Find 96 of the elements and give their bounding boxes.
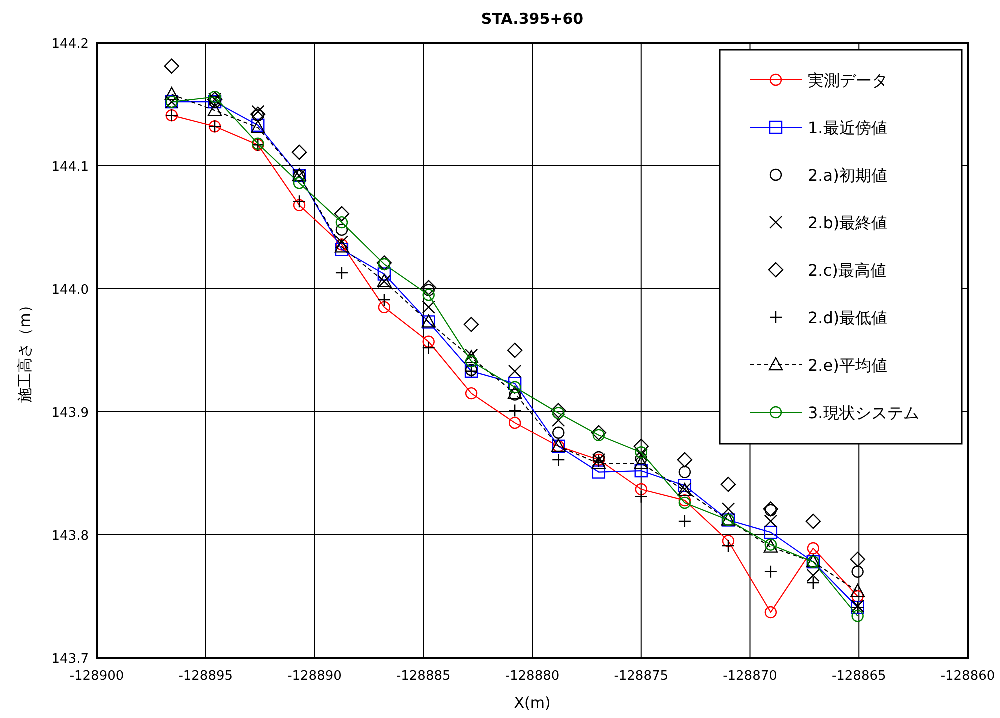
point xyxy=(422,300,436,314)
legend-label: 2.e)平均値 xyxy=(808,356,888,375)
point xyxy=(293,199,306,212)
point xyxy=(378,293,392,307)
point xyxy=(208,103,222,116)
point xyxy=(336,224,348,236)
point xyxy=(850,584,865,598)
point xyxy=(635,452,648,465)
point xyxy=(421,280,436,296)
point xyxy=(764,606,778,619)
point xyxy=(378,301,391,314)
x-tick-label: -128890 xyxy=(288,669,342,684)
point xyxy=(720,476,736,492)
x-tick-label: -128870 xyxy=(723,669,778,684)
x-tick-label: -128880 xyxy=(505,669,560,684)
point xyxy=(634,456,648,470)
point xyxy=(764,526,778,540)
point xyxy=(508,388,522,401)
point xyxy=(292,195,306,208)
point xyxy=(335,236,349,249)
point xyxy=(806,514,821,530)
legend-label: 実測データ xyxy=(808,71,888,90)
point xyxy=(252,105,265,118)
point xyxy=(722,539,736,553)
y-tick-label: 144.1 xyxy=(52,160,89,175)
point xyxy=(336,216,348,229)
x-tick-label: -128865 xyxy=(832,669,886,684)
point xyxy=(678,494,692,507)
legend-label: 2.a)初期値 xyxy=(808,166,888,185)
point xyxy=(508,416,522,430)
point xyxy=(678,466,692,478)
point xyxy=(592,429,606,442)
point xyxy=(852,590,864,603)
point xyxy=(592,451,606,464)
point xyxy=(292,144,308,160)
point xyxy=(764,514,778,528)
point xyxy=(552,453,566,467)
y-axis-title: 施工高さ（m） xyxy=(16,298,34,403)
point xyxy=(164,87,180,100)
x-tick-label: -128860 xyxy=(940,669,996,684)
point xyxy=(722,502,736,516)
x-tick-label: -128895 xyxy=(178,669,234,684)
x-tick-label: -128875 xyxy=(614,669,669,684)
point xyxy=(635,483,648,496)
point xyxy=(634,448,648,462)
point xyxy=(552,414,566,428)
point xyxy=(334,206,350,222)
x-axis-title: X(m) xyxy=(514,694,551,712)
legend-label: 2.d)最低値 xyxy=(808,308,888,328)
point xyxy=(552,426,565,440)
chart-title: STA.395+60 xyxy=(481,10,584,28)
x-tick-label: -128885 xyxy=(396,669,451,684)
point xyxy=(508,364,522,378)
point xyxy=(465,387,478,400)
point xyxy=(635,446,648,459)
point xyxy=(591,425,607,441)
y-tick-label: 143.9 xyxy=(52,406,89,421)
point xyxy=(678,496,692,510)
point xyxy=(678,514,692,528)
point xyxy=(764,565,778,578)
point xyxy=(508,386,522,400)
point xyxy=(293,177,306,190)
point xyxy=(508,377,522,390)
point xyxy=(592,466,606,479)
point xyxy=(850,552,866,568)
point xyxy=(335,266,349,280)
point xyxy=(807,542,820,555)
point xyxy=(722,535,735,548)
legend-label: 2.b)最終値 xyxy=(808,214,888,232)
legend-label: 1.最近傍値 xyxy=(808,118,888,138)
point xyxy=(507,342,523,358)
point xyxy=(852,566,864,578)
point xyxy=(164,58,180,74)
point xyxy=(208,91,222,104)
point xyxy=(508,404,522,418)
point xyxy=(677,452,693,468)
y-tick-label: 144.0 xyxy=(52,283,89,298)
point xyxy=(335,243,349,256)
point xyxy=(378,268,392,281)
point xyxy=(422,289,435,302)
point xyxy=(464,317,480,332)
point xyxy=(634,464,648,478)
point xyxy=(852,610,864,622)
x-tick-label: -128900 xyxy=(70,669,124,684)
y-tick-label: 143.7 xyxy=(52,652,89,667)
point xyxy=(551,403,566,418)
point xyxy=(678,479,692,492)
point xyxy=(422,336,435,348)
legend-label: 2.c)最高値 xyxy=(808,261,886,280)
legend-label: 3.現状システム xyxy=(808,404,920,422)
y-tick-label: 144.2 xyxy=(52,37,89,52)
y-tick-label: 143.8 xyxy=(52,529,89,544)
point xyxy=(465,355,478,368)
point xyxy=(508,381,522,394)
point xyxy=(634,438,649,454)
point xyxy=(422,341,436,355)
